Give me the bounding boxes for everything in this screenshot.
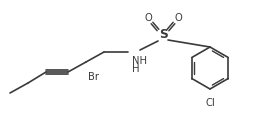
Text: O: O <box>144 13 152 23</box>
Text: S: S <box>159 29 167 41</box>
Text: Cl: Cl <box>205 98 215 108</box>
Text: O: O <box>174 13 182 23</box>
Text: Br: Br <box>88 72 99 82</box>
Text: H: H <box>132 64 139 74</box>
Text: NH: NH <box>132 56 147 66</box>
